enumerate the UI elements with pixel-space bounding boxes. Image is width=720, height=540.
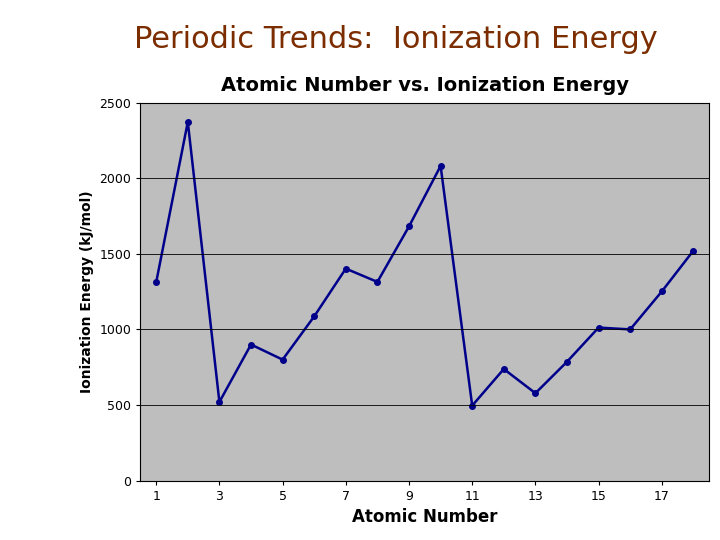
Y-axis label: Ionization Energy (kJ/mol): Ionization Energy (kJ/mol) (80, 190, 94, 393)
Title: Atomic Number vs. Ionization Energy: Atomic Number vs. Ionization Energy (221, 77, 629, 96)
Text: Periodic Trends:  Ionization Energy: Periodic Trends: Ionization Energy (134, 25, 658, 53)
X-axis label: Atomic Number: Atomic Number (352, 508, 498, 526)
